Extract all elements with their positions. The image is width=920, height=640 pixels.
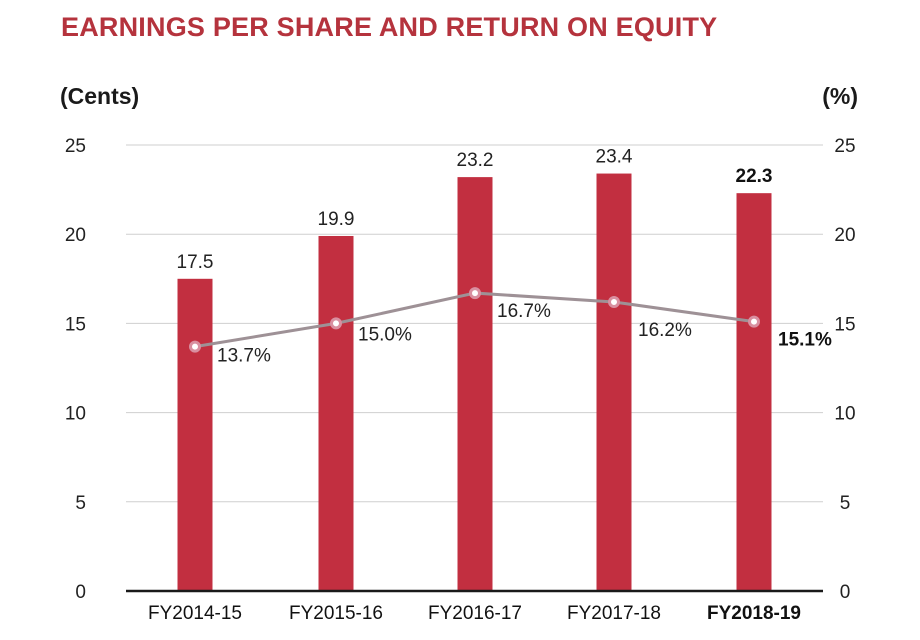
eps-bars [177,173,772,591]
roe-value-label: 15.0% [358,324,412,345]
eps-value-label: 19.9 [318,209,355,230]
right-tick-label: 25 [834,136,855,157]
eps-value-label: 22.3 [736,166,773,187]
eps-value-label: 23.2 [457,150,494,171]
right-axis-ticks: 0 5 10 15 20 25 [834,136,855,603]
right-tick-label: 15 [834,314,855,335]
roe-value-label: 15.1% [778,330,832,351]
roe-point [330,317,342,330]
roe-value-label: 16.7% [497,301,551,322]
roe-point [608,295,620,308]
eps-bar [177,278,213,591]
chart-title: EARNINGS PER SHARE AND RETURN ON EQUITY [61,12,717,42]
left-axis-ticks: 0 5 10 15 20 25 [65,136,86,603]
right-tick-label: 0 [840,582,851,603]
x-axis-category-labels: FY2014-15 FY2015-16 FY2016-17 FY2017-18 FY20… [148,603,801,624]
eps-value-labels: 17.5 19.9 23.2 23.4 22.3 [177,147,773,273]
eps-value-label: 17.5 [177,252,214,273]
left-tick-label: 10 [65,404,86,425]
eps-bar [457,177,493,591]
left-tick-label: 5 [75,493,86,514]
category-label: FY2016-17 [428,603,522,624]
category-label: FY2018-19 [707,603,801,624]
right-tick-label: 5 [840,493,851,514]
left-axis-label: (Cents) [60,83,139,109]
left-tick-label: 20 [65,225,86,246]
roe-value-labels: 13.7% 15.0% 16.7% 16.2% 15.1% [217,301,832,367]
eps-bar [318,235,354,591]
eps-bar [596,173,632,591]
eps-value-label: 23.4 [596,147,633,168]
roe-point [189,340,201,353]
category-label: FY2014-15 [148,603,242,624]
right-tick-label: 20 [834,225,855,246]
right-axis-label: (%) [822,83,858,109]
roe-point [748,315,760,328]
left-tick-label: 15 [65,314,86,335]
roe-point [469,287,481,300]
category-label: FY2017-18 [567,603,661,624]
left-tick-label: 25 [65,136,86,157]
right-tick-label: 10 [834,404,855,425]
category-label: FY2015-16 [289,603,383,624]
roe-line-series [189,287,760,353]
left-tick-label: 0 [75,582,86,603]
roe-value-label: 16.2% [638,320,692,341]
roe-value-label: 13.7% [217,346,271,367]
eps-bar [736,193,772,591]
